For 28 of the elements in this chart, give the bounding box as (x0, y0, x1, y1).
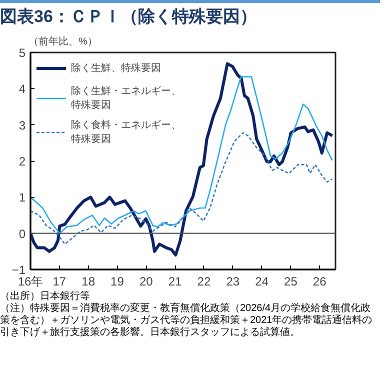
line-series (30, 62, 334, 257)
x-tick-label: 21 (168, 274, 182, 289)
legend-label: 除く食料・エネルギー、特殊要因 (71, 118, 181, 146)
x-tick-label: 17 (52, 274, 66, 289)
y-tick-label: 0 (18, 227, 26, 242)
x-tick-label: 18 (82, 274, 96, 289)
x-tick-label: 23 (226, 274, 240, 289)
y-tick-label: 2 (18, 154, 26, 169)
y-tick-label: 4 (18, 82, 26, 96)
text: （出所）日本銀行等 (0, 291, 91, 302)
legend-label: 除く生鮮・エネルギー、特殊要因 (71, 84, 181, 112)
chart-title: 図表36：ＣＰＩ（除く特殊要因） (0, 6, 257, 28)
y-tick-label: 3 (18, 118, 26, 133)
y-axis-title: （前年比、%） (28, 36, 98, 48)
line-series (30, 132, 333, 246)
text: （注）特殊要因＝消費税率の変更・教育無償化政策（2026/4月の学校給食無償化政策を含む）＋ガソリンや電気・ガス代等の負担緩和策＋2021年の携帯電話通信料の引き下げ＋旅行支援策の各影響。日本銀行スタッフによる試算値。 (0, 303, 374, 340)
x-tick-label: 19 (110, 274, 124, 289)
x-tick-label: 24 (255, 274, 269, 289)
y-tick-label: 1 (18, 190, 26, 205)
x-tick-label: 26 (312, 274, 327, 289)
x-tick-label: 20 (139, 274, 154, 289)
y-tick-label: 5 (18, 46, 26, 60)
x-tick-label: 22 (197, 274, 211, 289)
y-tick-label: −1 (12, 263, 26, 278)
x-tick-label: 16年 (18, 274, 44, 289)
x-tick-label: 25 (284, 274, 298, 289)
legend-label: 除く生鮮、特殊要因 (71, 62, 161, 76)
line-series (30, 76, 333, 234)
